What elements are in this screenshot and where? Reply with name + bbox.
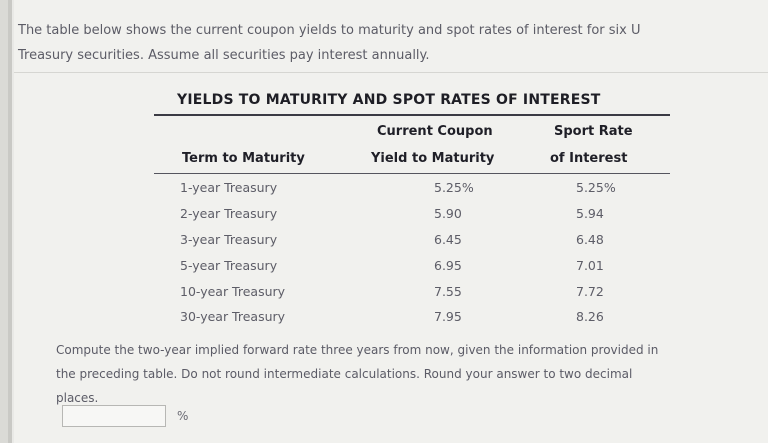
- question-panel: The table below shows the current coupon…: [14, 0, 768, 443]
- table-header-rule: [154, 173, 670, 174]
- left-margin: [0, 0, 8, 443]
- spot-cell: 5.25%: [576, 180, 616, 195]
- header-spot-line1: Sport Rate: [554, 124, 633, 139]
- spot-cell: 7.01: [576, 258, 604, 273]
- header-term: Term to Maturity: [182, 151, 305, 166]
- ytm-cell: 6.45: [434, 232, 462, 247]
- term-cell: 3-year Treasury: [180, 232, 278, 247]
- ytm-cell: 5.90: [434, 206, 462, 221]
- term-cell: 30-year Treasury: [180, 309, 286, 324]
- question-line-2: the preceding table. Do not round interm…: [56, 367, 633, 381]
- question-line-1: Compute the two-year implied forward rat…: [56, 343, 659, 357]
- ytm-cell: 7.55: [434, 284, 462, 299]
- term-cell: 1-year Treasury: [180, 180, 278, 195]
- intro-line-1: The table below shows the current coupon…: [18, 23, 641, 38]
- term-cell: 10-year Treasury: [180, 284, 286, 299]
- ytm-cell: 6.95: [434, 258, 462, 273]
- table-row: 5-year Treasury 6.95 7.01: [14, 258, 768, 284]
- term-cell: 5-year Treasury: [180, 258, 278, 273]
- intro-text: The table below shows the current coupon…: [18, 18, 768, 68]
- question-text: Compute the two-year implied forward rat…: [56, 338, 768, 410]
- intro-line-2: Treasury securities. Assume all securiti…: [18, 48, 430, 63]
- table-top-rule: [154, 114, 670, 116]
- header-ytm-line1: Current Coupon: [377, 124, 493, 139]
- table-row: 1-year Treasury 5.25% 5.25%: [14, 180, 768, 206]
- ytm-cell: 7.95: [434, 309, 462, 324]
- table-row: 30-year Treasury 7.95 8.26: [14, 309, 768, 335]
- header-ytm-line2: Yield to Maturity: [371, 151, 495, 166]
- table-row: 3-year Treasury 6.45 6.48: [14, 232, 768, 258]
- table-title: YIELDS TO MATURITY AND SPOT RATES OF INT…: [177, 92, 601, 108]
- ytm-cell: 5.25%: [434, 180, 474, 195]
- left-scroll-strip: [8, 0, 12, 443]
- spot-cell: 7.72: [576, 284, 604, 299]
- spot-cell: 5.94: [576, 206, 604, 221]
- percent-unit: %: [177, 409, 189, 423]
- table-row: 10-year Treasury 7.55 7.72: [14, 284, 768, 310]
- term-cell: 2-year Treasury: [180, 206, 278, 221]
- header-spot-line2: of Interest: [550, 151, 628, 166]
- divider: [14, 72, 768, 73]
- spot-cell: 6.48: [576, 232, 604, 247]
- spot-cell: 8.26: [576, 309, 604, 324]
- table-row: 2-year Treasury 5.90 5.94: [14, 206, 768, 232]
- answer-input[interactable]: [62, 405, 166, 427]
- question-line-3: places.: [56, 391, 99, 405]
